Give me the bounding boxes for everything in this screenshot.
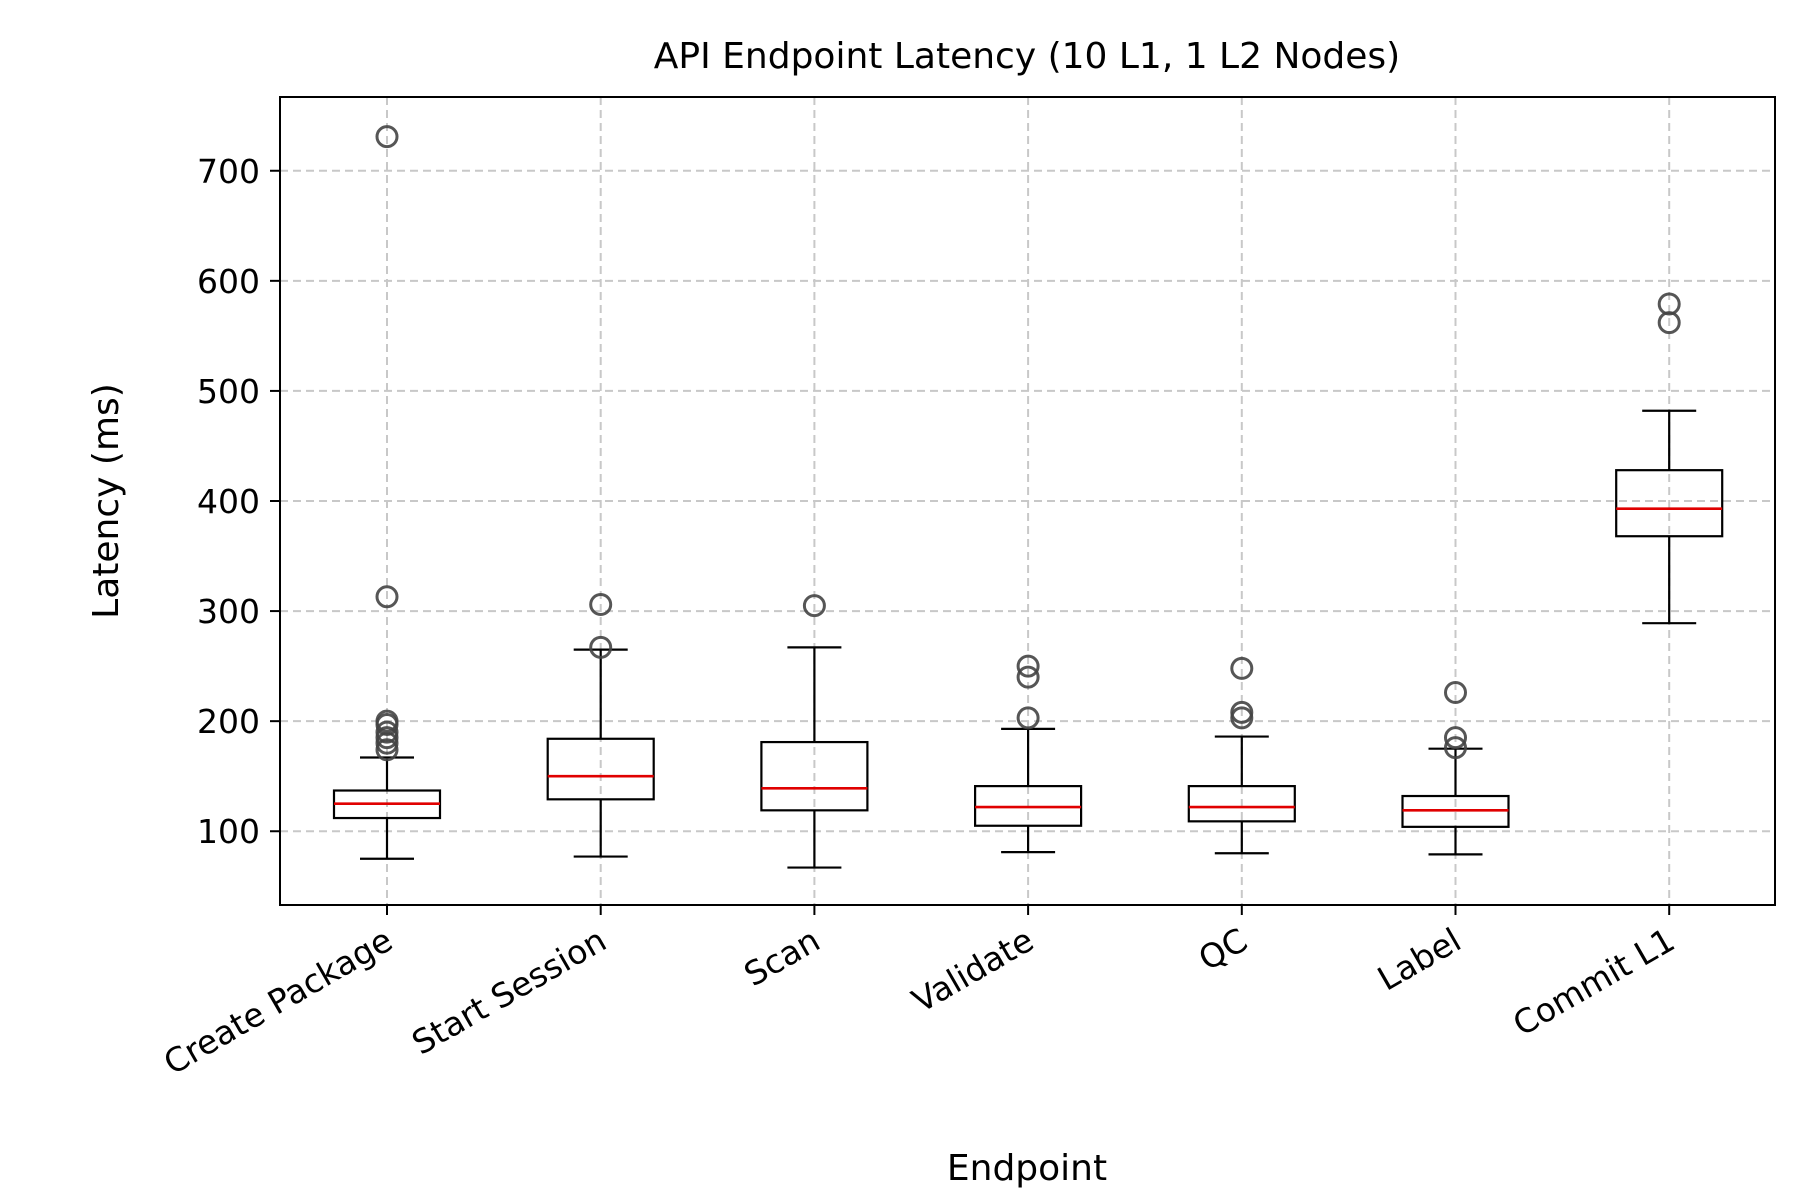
y-tick-label: 700 (197, 152, 260, 191)
outlier-point (375, 585, 399, 609)
outlier-point (802, 594, 826, 618)
outlier-point (1230, 700, 1254, 724)
y-tick-label: 600 (197, 262, 260, 301)
outlier-point (1444, 681, 1467, 705)
outlier-point (1016, 665, 1040, 689)
outlier-point (375, 720, 399, 744)
grid-layer (280, 97, 1775, 905)
outlier-point (1657, 292, 1681, 316)
y-tick-label: 300 (197, 592, 260, 631)
box-group (546, 592, 655, 858)
chart-title: API Endpoint Latency (10 L1, 1 L2 Nodes) (654, 36, 1400, 77)
outlier-point (1016, 654, 1040, 678)
box-group (1187, 656, 1296, 855)
iqr-box (760, 740, 869, 812)
outlier-point (375, 125, 399, 149)
x-tick-label: QC (1192, 920, 1254, 978)
y-tick-label: 500 (197, 372, 260, 411)
outlier-point (1444, 736, 1467, 760)
box-group (760, 594, 869, 869)
y-tick-label: 400 (197, 482, 260, 521)
iqr-box (1615, 469, 1724, 538)
y-tick-label: 100 (197, 812, 260, 851)
iqr-box (1187, 785, 1296, 823)
x-tick-label: Commit L1 (1506, 920, 1681, 1044)
box-group (1615, 292, 1724, 625)
axis-layer: 100 200 300 400 500 600 700 Create Package Start… (157, 152, 1681, 1083)
outlier-point (589, 592, 613, 616)
x-tick-label: Validate (905, 920, 1040, 1020)
box-group (973, 654, 1083, 854)
x-axis-label: Endpoint (947, 1148, 1107, 1189)
box-group (332, 125, 442, 860)
outlier-point (1230, 656, 1254, 680)
y-axis-label: Latency (ms) (86, 383, 127, 619)
outlier-point (375, 709, 399, 733)
outlier-point (589, 635, 613, 659)
y-tick-label: 200 (197, 702, 260, 741)
outlier-point (1016, 706, 1040, 730)
outlier-point (375, 738, 399, 762)
x-tick-label: Create Package (157, 920, 399, 1082)
box-group (1401, 681, 1510, 856)
iqr-box (546, 737, 655, 801)
x-tick-label: Start Session (405, 920, 612, 1062)
outlier-point (1444, 726, 1467, 750)
x-tick-label: Scan (737, 920, 826, 994)
box-layer (332, 125, 1724, 869)
x-tick-label: Label (1371, 920, 1468, 998)
